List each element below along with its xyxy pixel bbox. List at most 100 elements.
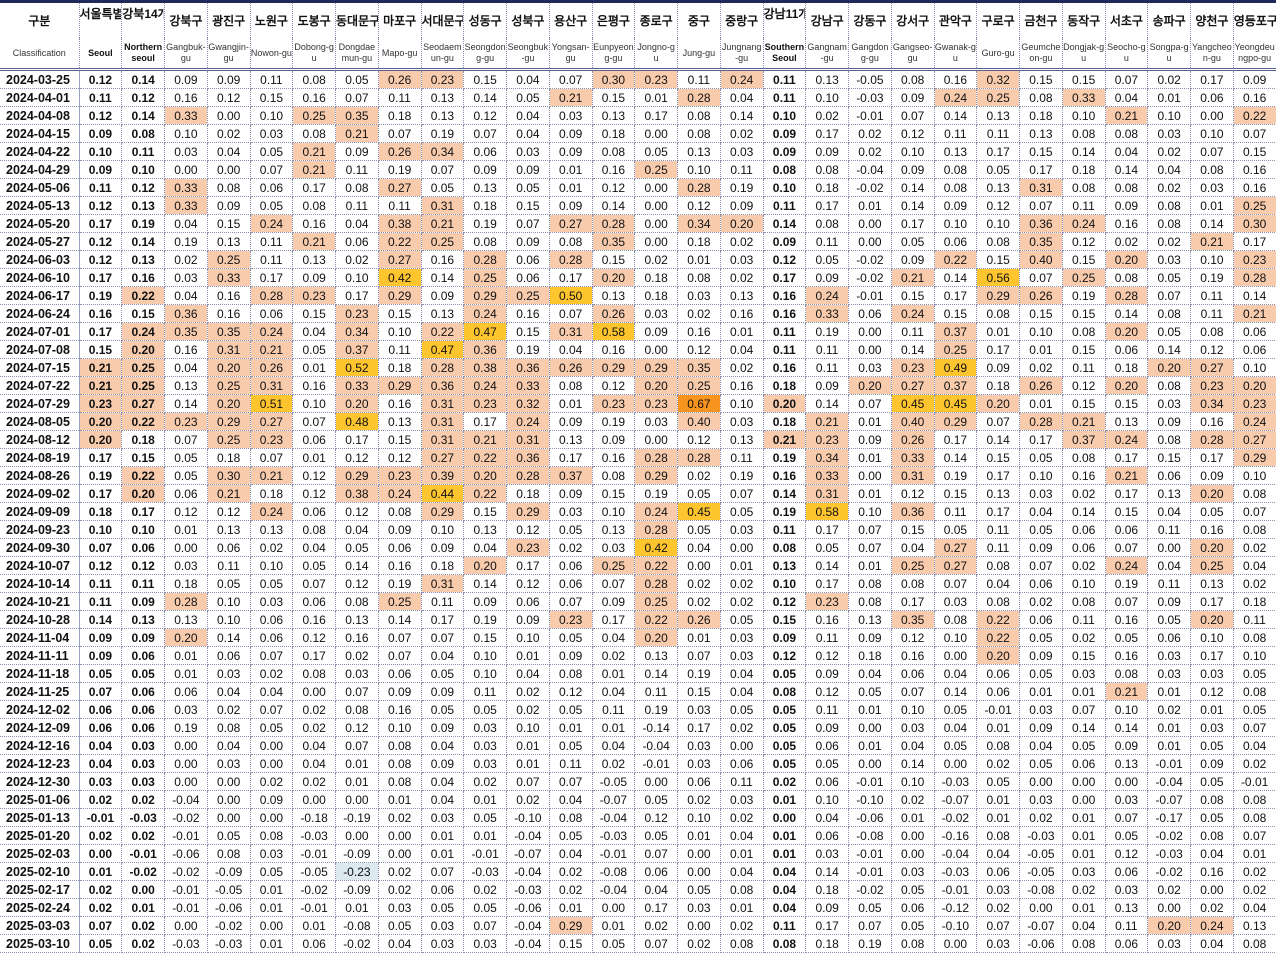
table-cell[interactable]: 0.06 [1105,340,1149,359]
table-cell[interactable]: 0.13 [592,520,636,539]
table-cell[interactable]: 0.12 [378,448,422,467]
table-cell[interactable]: -0.03 [848,88,892,107]
table-cell[interactable]: 0.16 [1233,160,1276,179]
table-cell[interactable]: 0.34 [677,214,721,233]
table-cell[interactable]: 0.08 [891,574,935,593]
table-cell[interactable]: 0.45 [891,394,935,413]
column-header-ko[interactable]: 성북구 [506,3,550,38]
table-cell[interactable]: 0.33 [164,178,208,197]
table-cell[interactable]: 0.03 [549,106,593,125]
table-cell[interactable]: 0.16 [207,304,251,323]
table-cell[interactable]: 0.07 [250,160,294,179]
table-cell[interactable]: 0.48 [335,412,379,431]
table-cell[interactable]: 0.01 [250,880,294,899]
table-cell[interactable]: 0.17 [805,196,849,215]
table-cell[interactable]: 0.23 [378,466,422,485]
table-cell[interactable]: 0.06 [1147,466,1191,485]
column-header-ko[interactable]: 관악구 [934,3,978,38]
table-cell[interactable]: 0.09 [592,592,636,611]
table-cell[interactable]: 0.15 [292,304,336,323]
table-cell[interactable]: 0.03 [1105,880,1149,899]
table-cell[interactable]: 0.13 [677,142,721,161]
table-cell[interactable]: 0.02 [720,574,764,593]
table-cell[interactable]: 0.67 [677,394,721,413]
table-cell[interactable]: 0.08 [292,124,336,143]
table-cell[interactable]: 0.03 [720,250,764,269]
table-cell[interactable]: 0.07 [976,412,1020,431]
table-cell[interactable]: 0.21 [292,142,336,161]
table-cell[interactable]: 0.12 [634,808,678,827]
table-cell[interactable]: 0.03 [164,268,208,287]
table-cell[interactable]: 0.09 [805,898,849,917]
table-cell[interactable]: 0.14 [592,196,636,215]
table-cell[interactable]: -0.09 [207,862,251,881]
table-cell[interactable]: 0.14 [1105,718,1149,737]
table-cell[interactable]: 0.03 [207,664,251,683]
table-cell[interactable]: 0.01 [720,556,764,575]
table-cell[interactable]: 0.05 [848,898,892,917]
table-cell[interactable]: 0.21 [549,88,593,107]
table-cell[interactable]: 0.14 [121,69,165,89]
table-cell[interactable]: 0.28 [677,178,721,197]
table-cell[interactable]: 0.22 [121,412,165,431]
table-cell[interactable]: 0.20 [1147,916,1191,935]
table-cell[interactable]: 0.10 [1190,250,1234,269]
table-cell[interactable]: 0.02 [292,718,336,737]
table-cell[interactable]: 0.02 [677,574,721,593]
table-cell[interactable]: 0.16 [763,358,807,377]
table-cell[interactable]: 0.05 [463,808,507,827]
table-cell[interactable]: 0.37 [934,322,978,341]
table-cell[interactable]: 0.05 [549,736,593,755]
table-cell[interactable]: 0.05 [549,826,593,845]
row-date[interactable]: 2024-09-09 [0,502,80,521]
table-cell[interactable]: 0.12 [891,484,935,503]
table-cell[interactable]: 0.15 [1233,142,1276,161]
row-date[interactable]: 2024-09-02 [0,484,80,503]
table-cell[interactable]: 0.03 [1147,934,1191,953]
table-cell[interactable]: 0.08 [378,736,422,755]
table-cell[interactable]: 0.10 [1233,466,1276,485]
column-header-ko[interactable]: 강서구 [891,3,935,38]
table-cell[interactable]: -0.01 [634,754,678,773]
table-cell[interactable]: 0.05 [164,466,208,485]
table-cell[interactable]: 0.08 [1105,124,1149,143]
table-cell[interactable]: 0.00 [634,124,678,143]
table-cell[interactable]: 0.03 [634,304,678,323]
table-cell[interactable]: 0.05 [805,250,849,269]
table-cell[interactable]: 0.08 [335,592,379,611]
column-header-ko[interactable]: 용산구 [549,3,593,38]
table-cell[interactable]: 0.07 [1233,124,1276,143]
table-cell[interactable]: 0.08 [1147,304,1191,323]
table-cell[interactable]: 0.04 [848,664,892,683]
table-cell[interactable]: 0.20 [463,556,507,575]
table-cell[interactable]: 0.15 [1062,304,1106,323]
table-cell[interactable]: 0.16 [1105,646,1149,665]
table-cell[interactable]: 0.00 [677,862,721,881]
table-cell[interactable]: 0.09 [805,664,849,683]
table-cell[interactable]: 0.18 [1105,358,1149,377]
table-cell[interactable]: 0.02 [1147,880,1191,899]
table-cell[interactable]: 0.12 [763,592,807,611]
table-cell[interactable]: 0.09 [1233,69,1276,89]
table-cell[interactable]: 0.21 [805,412,849,431]
table-cell[interactable]: 0.04 [549,340,593,359]
table-cell[interactable]: 0.07 [463,916,507,935]
table-cell[interactable]: 0.03 [164,142,208,161]
table-cell[interactable]: 0.06 [250,628,294,647]
table-cell[interactable]: 0.01 [292,448,336,467]
table-cell[interactable]: 0.00 [1105,772,1149,791]
table-cell[interactable]: 0.10 [1105,700,1149,719]
table-cell[interactable]: 0.04 [763,898,807,917]
table-cell[interactable]: 0.02 [1233,880,1276,899]
table-cell[interactable]: 0.08 [934,610,978,629]
table-cell[interactable]: 0.11 [634,682,678,701]
table-cell[interactable]: 0.31 [207,340,251,359]
table-cell[interactable]: 0.33 [207,268,251,287]
table-cell[interactable]: 0.10 [79,142,123,161]
table-cell[interactable]: 0.09 [549,412,593,431]
table-cell[interactable]: 0.10 [378,718,422,737]
row-date[interactable]: 2024-04-22 [0,142,80,161]
table-cell[interactable]: 0.04 [292,754,336,773]
table-cell[interactable]: 0.08 [378,754,422,773]
table-cell[interactable]: -0.01 [164,826,208,845]
